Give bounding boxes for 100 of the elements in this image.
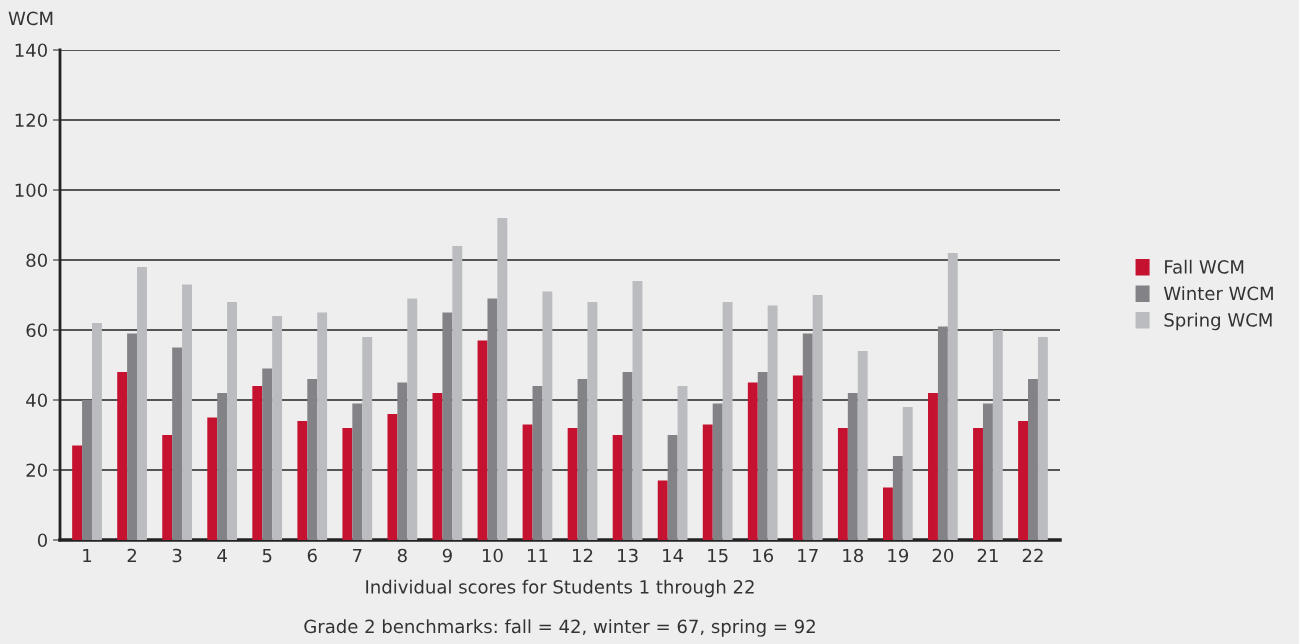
text: Grade 2 benchmarks: fall = 42, winter = 67, spring = 92 (304, 619, 815, 637)
bar (677, 386, 688, 540)
x-tick-label: 16 (753, 548, 774, 563)
y-tick-label: 0 (37, 533, 47, 548)
bar (928, 393, 938, 540)
x-tick-label: 13 (618, 548, 638, 563)
bar (342, 428, 353, 540)
bar (577, 379, 588, 540)
x-tick-label: 8 (397, 548, 407, 563)
bar (982, 403, 993, 540)
bar (532, 386, 543, 540)
bar (137, 267, 147, 540)
bar (542, 291, 553, 540)
bar (1028, 379, 1038, 540)
x-tick-label: 10 (482, 548, 503, 563)
bar (812, 295, 823, 540)
bar (612, 435, 623, 540)
x-tick-label: 5 (262, 548, 272, 563)
x-tick-label: 22 (1022, 548, 1043, 563)
bar (172, 347, 183, 540)
bar (973, 428, 983, 540)
x-tick-label: 12 (573, 548, 593, 563)
bar (272, 316, 283, 540)
x-tick-label: 14 (663, 548, 684, 563)
x-tick-label: 3 (172, 548, 182, 563)
bar (452, 246, 463, 540)
bar (217, 393, 228, 540)
bar (262, 368, 273, 540)
bar (82, 400, 92, 540)
bar (992, 330, 1003, 540)
bar (892, 456, 903, 540)
bar (352, 403, 363, 540)
legend-label: Fall WCM (1165, 259, 1244, 274)
bar (882, 487, 893, 540)
bar (522, 424, 533, 540)
bar (587, 302, 598, 540)
bar (657, 480, 668, 540)
bar (632, 281, 643, 540)
bar (227, 302, 238, 540)
y-tick-label: 120 (15, 113, 47, 128)
bar (91, 323, 102, 540)
x-tick-label: 19 (888, 548, 909, 563)
bar (127, 333, 138, 540)
bar (947, 253, 958, 540)
y-tick-label: 140 (15, 43, 47, 58)
bar (792, 375, 803, 540)
bar (487, 298, 498, 540)
bar (767, 305, 778, 540)
y-tick-label: 20 (26, 463, 47, 478)
bar (837, 428, 848, 540)
legend-label: Winter WCM (1163, 286, 1273, 301)
bar (182, 284, 192, 540)
bar (712, 403, 723, 540)
bar (397, 382, 408, 540)
x-tick-label: 2 (127, 548, 137, 563)
x-tick-label: 4 (217, 548, 227, 563)
bar (407, 298, 418, 540)
y-tick-label: 40 (26, 393, 47, 408)
bar (117, 372, 128, 540)
bar (902, 407, 913, 540)
x-tick-label: 7 (353, 548, 362, 563)
y-tick-label: 60 (26, 323, 47, 338)
bar (937, 326, 948, 540)
bar (757, 372, 768, 540)
x-tick-label: 18 (843, 548, 864, 563)
bar (702, 424, 713, 540)
bar (1037, 337, 1048, 540)
bar (747, 382, 758, 540)
legend-label: Spring WCM (1164, 312, 1272, 331)
bar (207, 417, 218, 540)
bar (722, 302, 733, 540)
y-tick-label: 80 (26, 253, 47, 268)
bar (307, 379, 318, 540)
bar (847, 393, 858, 540)
bar (1018, 421, 1029, 540)
bar (162, 435, 173, 540)
x-tick-label: 1 (83, 548, 92, 563)
bar (297, 421, 308, 540)
bar (72, 445, 83, 540)
x-tick-label: 20 (932, 548, 954, 563)
x-axis-title: Individual scores for Students 1 through 22 (366, 579, 754, 598)
bar (857, 351, 868, 540)
bar (802, 333, 813, 540)
bar (252, 386, 263, 540)
x-tick-label: 21 (977, 548, 998, 563)
bar (362, 337, 373, 540)
bar (442, 312, 453, 540)
x-tick-label: 6 (307, 548, 317, 563)
x-tick-label: 9 (442, 548, 452, 563)
bar (477, 340, 488, 540)
x-tick-label: 15 (708, 548, 728, 563)
bar (667, 435, 678, 540)
y-axis-title: WCM (8, 11, 53, 26)
x-tick-label: 17 (798, 548, 818, 563)
bar (317, 312, 328, 540)
bar (387, 414, 398, 540)
bar (622, 372, 633, 540)
bar (567, 428, 578, 540)
bar (432, 393, 443, 540)
x-tick-label: 11 (527, 548, 548, 563)
